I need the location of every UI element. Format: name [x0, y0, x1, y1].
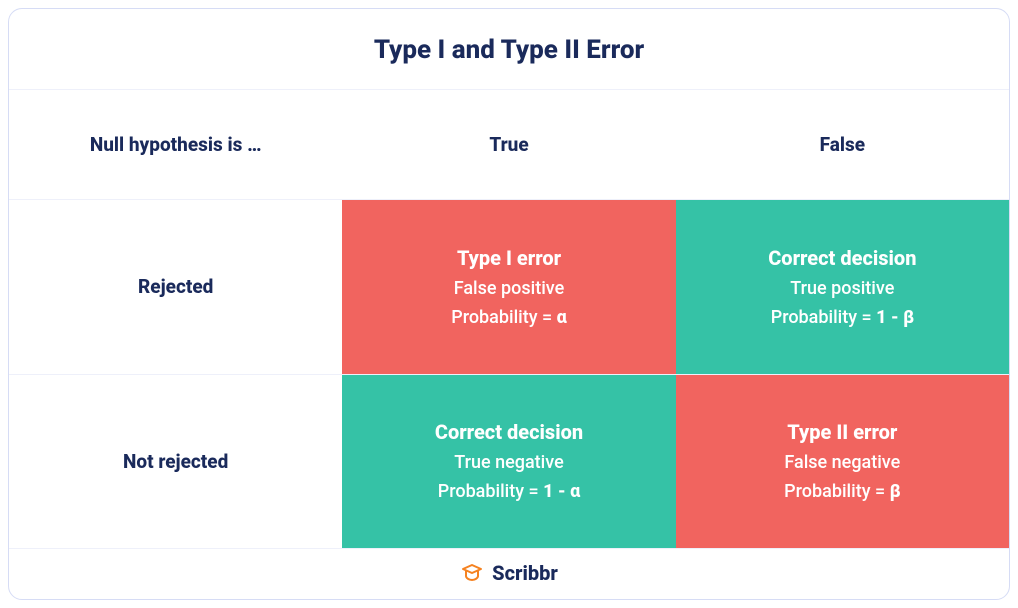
cell-prob: Probability = α [451, 307, 567, 328]
footer: Scribbr [9, 548, 1009, 599]
row-rejected-label: Rejected [9, 199, 342, 374]
title-bar: Type I and Type II Error [9, 9, 1009, 89]
header-corner: Null hypothesis is … [9, 89, 342, 199]
cell-heading: Type I error [457, 246, 561, 270]
header-true: True [342, 89, 675, 199]
header-false: False [676, 89, 1009, 199]
cell-sub: False negative [784, 452, 900, 473]
cell-notrejected-true: Correct decision True negative Probabili… [342, 374, 675, 549]
cell-heading: Correct decision [435, 420, 583, 444]
cell-sub: False positive [454, 278, 565, 299]
cell-rejected-false: Correct decision True positive Probabili… [676, 199, 1009, 374]
cell-heading: Correct decision [768, 246, 916, 270]
error-grid: Null hypothesis is … True False Rejected… [9, 89, 1009, 548]
cell-sub: True positive [790, 278, 894, 299]
row-notrejected-label: Not rejected [9, 374, 342, 549]
cell-prob: Probability = β [784, 481, 900, 502]
brand-name: Scribbr [492, 561, 558, 585]
cell-heading: Type II error [787, 420, 897, 444]
page-title: Type I and Type II Error [19, 35, 999, 65]
cell-prob: Probability = 1 - β [771, 307, 914, 328]
brand-icon [460, 561, 484, 585]
cell-sub: True negative [454, 452, 563, 473]
cell-prob: Probability = 1 - α [438, 481, 581, 502]
error-table-card: Type I and Type II Error Null hypothesis… [8, 8, 1010, 600]
cell-notrejected-false: Type II error False negative Probability… [676, 374, 1009, 549]
cell-rejected-true: Type I error False positive Probability … [342, 199, 675, 374]
